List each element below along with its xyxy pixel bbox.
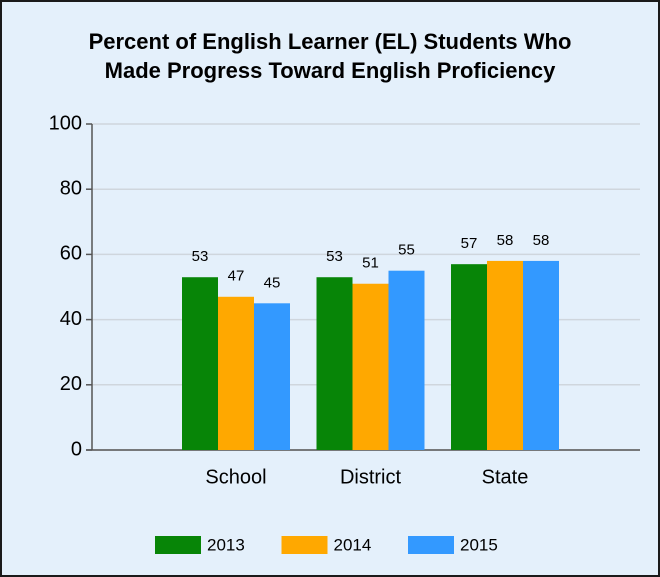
legend-swatch	[408, 536, 454, 554]
bar	[388, 270, 425, 450]
legend-label: 2013	[207, 535, 245, 554]
y-tick-label: 20	[60, 373, 82, 395]
x-tick-label: State	[482, 466, 529, 488]
y-tick-label: 80	[60, 177, 82, 199]
bar	[218, 296, 254, 450]
data-label: 55	[398, 242, 415, 259]
bar	[487, 260, 523, 450]
bar	[352, 283, 389, 450]
bar	[523, 260, 559, 450]
chart-title: Made Progress Toward English Proficiency	[105, 58, 556, 83]
y-tick-label: 60	[60, 243, 82, 265]
data-label: 58	[497, 232, 514, 249]
x-tick-label: School	[205, 466, 266, 488]
legend-label: 2015	[460, 535, 498, 554]
y-tick-label: 100	[49, 112, 82, 134]
data-label: 53	[192, 248, 209, 265]
data-label: 53	[326, 248, 343, 265]
data-label: 51	[362, 255, 379, 272]
legend-label: 2014	[334, 535, 372, 554]
data-label: 45	[264, 274, 281, 291]
bar	[451, 264, 487, 450]
legend-swatch	[155, 536, 201, 554]
bar	[316, 277, 353, 450]
data-label: 57	[461, 235, 478, 252]
y-tick-label: 40	[60, 308, 82, 330]
bar	[254, 303, 290, 450]
y-tick-label: 0	[71, 438, 82, 460]
legend-swatch	[281, 536, 328, 554]
chart-title: Percent of English Learner (EL) Students…	[89, 29, 572, 54]
bar	[182, 277, 218, 450]
data-label: 47	[228, 268, 245, 285]
data-label: 58	[533, 232, 550, 249]
x-tick-label: District	[340, 466, 402, 488]
